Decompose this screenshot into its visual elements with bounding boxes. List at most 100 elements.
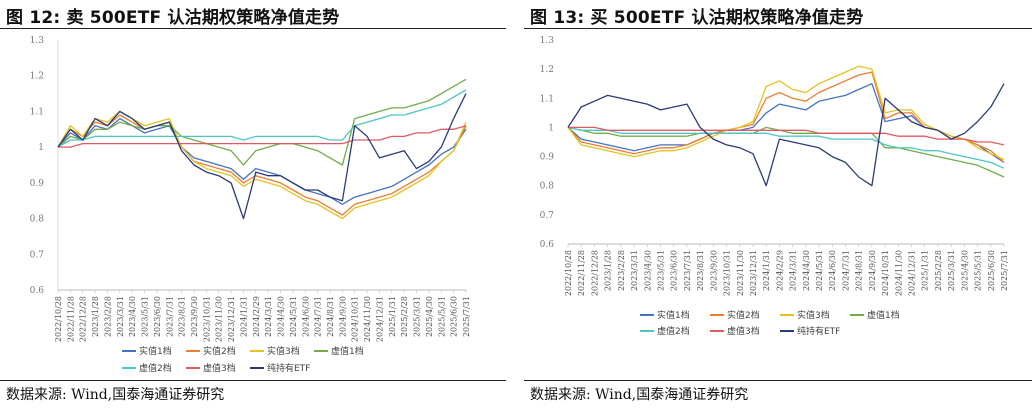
legend-label: 虚值3档 (727, 325, 760, 337)
x-tick-label: 2023/3/31 (116, 296, 125, 337)
y-tick-label: 1.3 (540, 36, 555, 46)
x-tick-label: 2023/11/30 (215, 296, 224, 342)
y-tick-label: 1.2 (30, 72, 44, 82)
x-tick-label: 2023/5/31 (141, 296, 150, 337)
x-tick-label: 2024/4/30 (277, 296, 286, 337)
x-tick-label: 2024/12/31 (375, 296, 384, 342)
legend-label: 实值2档 (727, 309, 760, 321)
x-tick-label: 2024/7/31 (314, 296, 323, 337)
x-tick-label: 2023/1/28 (604, 250, 613, 291)
series-line (567, 65, 1005, 161)
x-tick-label: 2024/8/31 (855, 250, 864, 291)
legend-label: 纯持有ETF (797, 325, 840, 337)
x-tick-label: 2024/12/31 (908, 250, 917, 296)
x-tick-label: 2025/1/31 (921, 250, 930, 291)
series-line (57, 114, 467, 216)
x-tick-label: 2022/11/28 (66, 296, 75, 342)
series-line (57, 93, 467, 220)
x-tick-label: 2024/10/31 (881, 250, 890, 296)
series-line (58, 125, 467, 148)
y-tick-label: 0.7 (30, 250, 45, 260)
x-tick-label: 2025/3/31 (947, 250, 956, 291)
x-tick-label: 2025/7/31 (462, 296, 471, 337)
y-tick-label: 1.3 (30, 36, 45, 46)
series-line (57, 78, 467, 166)
y-tick-label: 1.2 (540, 65, 554, 75)
y-tick-label: 0.7 (540, 211, 555, 221)
figure-title: 图 12: 卖 500ETF 认沽期权策略净值走势 (6, 8, 340, 28)
x-tick-label: 2024/11/30 (894, 250, 903, 296)
x-tick-label: 2024/9/30 (868, 250, 877, 291)
x-tick-label: 2024/10/31 (351, 296, 360, 342)
x-tick-label: 2023/10/31 (202, 296, 211, 342)
legend-label: 实值3档 (797, 309, 830, 321)
legend-label: 纯持有ETF (267, 362, 310, 374)
x-tick-label: 2024/6/30 (301, 296, 310, 337)
x-tick-label: 2023/8/31 (178, 296, 187, 337)
x-tick-label: 2025/1/31 (388, 296, 397, 337)
x-tick-label: 2023/9/30 (190, 296, 199, 337)
y-tick-label: 0.9 (30, 179, 45, 189)
x-tick-label: 2023/4/30 (128, 296, 137, 337)
x-tick-label: 2024/1/31 (762, 250, 771, 291)
x-tick-label: 2023/3/31 (630, 250, 639, 291)
x-tick-label: 2025/7/31 (1000, 250, 1009, 291)
x-tick-label: 2023/12/31 (749, 250, 758, 296)
x-tick-label: 2025/6/30 (987, 250, 996, 291)
x-tick-label: 2025/4/30 (425, 296, 434, 337)
legend-label: 虚值2档 (657, 325, 690, 337)
series-line (567, 83, 1005, 187)
x-tick-label: 2022/10/28 (564, 250, 573, 296)
x-tick-label: 2024/5/31 (815, 250, 824, 291)
x-tick-label: 2023/12/31 (227, 296, 236, 342)
y-tick-label: 0.6 (540, 240, 555, 250)
x-tick-label: 2025/2/28 (400, 296, 409, 337)
title-rule (524, 28, 1032, 29)
x-tick-label: 2024/1/31 (239, 296, 248, 337)
y-tick-label: 1.1 (540, 94, 554, 104)
figure-13: 图 13: 买 500ETF 认沽期权策略净值走势 0.6 0.7 0.8 0.9 1 1… (524, 0, 1032, 409)
source-rule (524, 380, 1032, 381)
x-tick-label: 2025/6/30 (450, 296, 459, 337)
x-tick-label: 2025/3/31 (413, 296, 422, 337)
series-line (568, 126, 1005, 146)
x-tick-label: 2023/6/30 (670, 250, 679, 291)
x-tick-label: 2023/4/30 (643, 250, 652, 291)
x-tick-label: 2023/9/30 (709, 250, 718, 291)
x-tick-label: 2022/10/28 (54, 296, 63, 342)
title-rule (0, 28, 506, 29)
x-tick-label: 2024/3/31 (264, 296, 273, 337)
x-tick-label: 2024/3/31 (789, 250, 798, 291)
figure-12: 图 12: 卖 500ETF 认沽期权策略净值走势 0.6 0.7 0.8 0.9 1 1… (0, 0, 506, 409)
x-tick-label: 2023/6/30 (153, 296, 162, 337)
source-note: 数据来源: Wind,国泰海通证券研究 (530, 387, 749, 403)
legend-label: 实值2档 (203, 345, 236, 357)
series-line (567, 126, 1005, 169)
x-tick-label: 2024/4/30 (802, 250, 811, 291)
series-line (567, 126, 1005, 178)
y-tick-label: 0.8 (540, 182, 555, 192)
x-tick-label: 2025/2/28 (934, 250, 943, 291)
y-tick-label: 0.9 (540, 153, 555, 163)
x-tick-label: 2024/11/30 (363, 296, 372, 342)
x-tick-label: 2025/5/31 (974, 250, 983, 291)
source-rule (0, 380, 506, 381)
legend-label: 虚值2档 (139, 362, 172, 374)
x-tick-label: 2023/11/30 (736, 250, 745, 296)
x-tick-label: 2023/1/28 (91, 296, 100, 337)
series-line (57, 110, 467, 220)
x-tick-label: 2022/12/28 (590, 250, 599, 296)
x-tick-label: 2023/2/28 (617, 250, 626, 291)
y-tick-label: 1.1 (30, 107, 44, 117)
legend-label: 虚值1档 (331, 345, 364, 357)
x-tick-label: 2022/11/28 (577, 250, 586, 296)
x-tick-label: 2024/2/29 (252, 296, 261, 337)
x-tick-label: 2024/6/30 (828, 250, 837, 291)
y-tick-label: 1 (38, 143, 44, 153)
x-tick-label: 2023/2/28 (103, 296, 112, 337)
legend-label: 虚值3档 (203, 362, 236, 374)
legend-label: 实值3档 (267, 345, 300, 357)
x-tick-label: 2024/7/31 (841, 250, 850, 291)
